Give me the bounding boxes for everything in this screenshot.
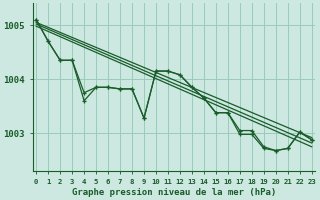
X-axis label: Graphe pression niveau de la mer (hPa): Graphe pression niveau de la mer (hPa) — [72, 188, 276, 197]
